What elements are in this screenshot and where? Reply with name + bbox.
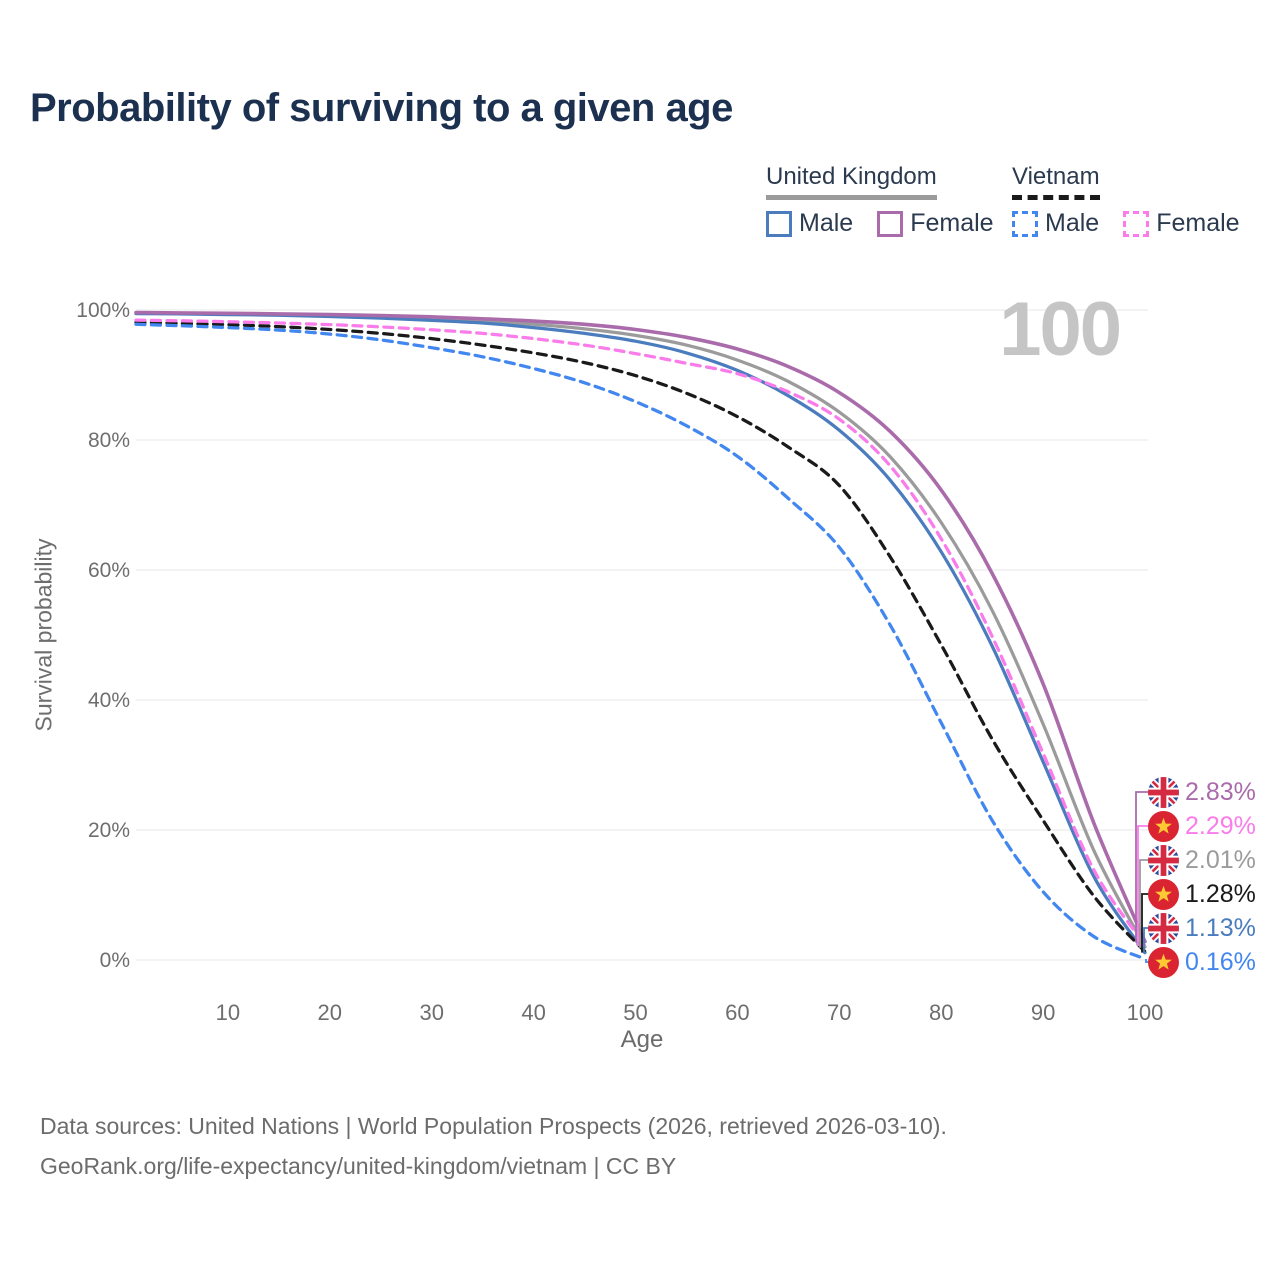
curve-uk-all [134, 311, 1147, 949]
legend-items-uk: Male Female [766, 209, 994, 238]
leader-line-uk-female [1135, 791, 1150, 943]
x-tick-label: 60 [725, 1000, 749, 1025]
y-tick-label: 60% [88, 559, 130, 582]
legend-header-label: Vietnam [1012, 163, 1100, 190]
x-tick-label: 80 [929, 1000, 953, 1025]
legend-group-united-kingdom: United Kingdom Male Female [766, 163, 994, 238]
y-tick-label: 100% [76, 299, 130, 322]
legend-item-label: Female [1156, 209, 1240, 237]
x-tick-label: 10 [216, 1000, 240, 1025]
x-tick-label: 50 [623, 1000, 647, 1025]
uk-female-swatch-icon [877, 210, 904, 237]
x-tick-label: 90 [1031, 1000, 1055, 1025]
x-tick-label: 30 [419, 1000, 443, 1025]
y-tick-label: 80% [88, 429, 130, 452]
y-tick-label: 0% [100, 949, 130, 972]
legend-header-label: United Kingdom [766, 163, 937, 190]
legend-header-united-kingdom[interactable]: United Kingdom [766, 163, 937, 200]
legend-item-label: Female [910, 209, 994, 237]
y-tick-label: 20% [88, 819, 130, 842]
vn-female-swatch-icon [1123, 210, 1150, 237]
x-tick-label: 40 [521, 1000, 545, 1025]
legend-underline-solid [766, 195, 937, 200]
legend-item-vn-female[interactable]: Female [1123, 209, 1240, 238]
curve-uk-female [134, 310, 1147, 944]
vn-male-swatch-icon [1012, 210, 1038, 237]
legend-items-vn: Male Female [1012, 209, 1240, 238]
uk-male-swatch-icon [766, 210, 792, 237]
legend-underline-dashed [1012, 195, 1100, 200]
x-axis-title: Age [620, 1026, 664, 1053]
x-tick-label: 70 [827, 1000, 851, 1025]
footer: Data sources: United Nations | World Pop… [40, 1106, 947, 1186]
x-tick-label: 20 [318, 1000, 342, 1025]
footer-data-sources: Data sources: United Nations | World Pop… [40, 1113, 947, 1139]
legend-item-uk-female[interactable]: Female [877, 209, 994, 238]
footer-attribution: GeoRank.org/life-expectancy/united-kingd… [40, 1153, 677, 1179]
legend-item-uk-male[interactable]: Male [766, 209, 853, 238]
leader-line-uk-male [1143, 927, 1150, 954]
curve-vn-all [134, 320, 1147, 954]
x-tick-label: 100 [1127, 1000, 1164, 1025]
y-tick-label: 40% [88, 689, 130, 712]
legend-item-label: Male [799, 209, 854, 237]
curve-vn-male [134, 322, 1147, 961]
curve-uk-male [134, 311, 1147, 955]
page-title: Probability of surviving to a given age [30, 86, 733, 130]
legend-item-vn-male[interactable]: Male [1012, 209, 1099, 238]
age-counter-watermark: 100 [999, 287, 1122, 372]
leader-line-uk-all [1139, 859, 1150, 948]
legend-header-vietnam[interactable]: Vietnam [1012, 163, 1100, 200]
curve-vn-female [134, 318, 1147, 947]
legend-group-vietnam: Vietnam Male Female [1012, 163, 1240, 238]
legend-item-label: Male [1045, 209, 1100, 237]
